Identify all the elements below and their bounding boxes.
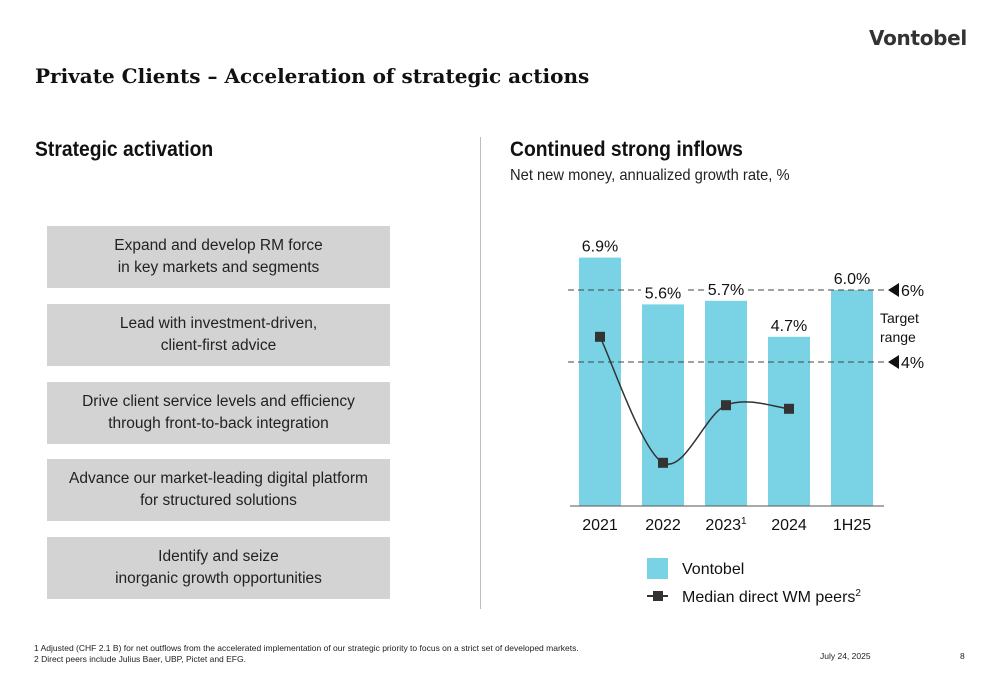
strategic-action-box: Lead with investment-driven, client-firs… — [47, 304, 390, 366]
footer-date: July 24, 2025 — [820, 651, 871, 661]
bar-2024 — [768, 336, 810, 506]
data-label-bg — [767, 315, 811, 334]
left-section-title: Strategic activation — [35, 138, 214, 161]
x-tick-label-2022: 2022 — [645, 517, 681, 534]
chart-subtitle: Net new money, annualized growth rate, % — [510, 167, 790, 184]
data-label-2021: 6.9% — [582, 239, 618, 256]
page-title: Private Clients – Acceleration of strate… — [35, 64, 590, 88]
target-label: 4% — [901, 355, 924, 372]
legend-label-peers: Median direct WM peers2 — [682, 588, 861, 606]
data-label-bg — [641, 283, 685, 302]
superscript: 1 — [741, 516, 747, 527]
footnote-1: 1 Adjusted (CHF 2.1 B) for net outflows … — [34, 643, 579, 653]
x-tick-label-1H25: 1H25 — [833, 517, 871, 534]
strategic-action-box: Advance our market-leading digital platf… — [47, 459, 390, 521]
x-tick-label-2021: 2021 — [582, 517, 618, 534]
data-label-bg — [704, 279, 748, 298]
target-range-label: Target — [880, 310, 919, 326]
right-section-title: Continued strong inflows — [510, 138, 743, 161]
peers-line — [599, 336, 790, 465]
target-arrow-icon — [888, 283, 899, 297]
legend-marker-peers — [653, 591, 663, 601]
peers-point-2022 — [658, 457, 668, 468]
bar-2021 — [579, 257, 621, 506]
section-divider — [480, 137, 481, 609]
bar-2022 — [642, 304, 684, 506]
data-label-2024: 4.7% — [771, 318, 807, 335]
data-label-2023: 5.7% — [708, 282, 744, 299]
page-number: 8 — [960, 651, 965, 661]
peers-point-2021 — [595, 331, 605, 342]
strategic-action-box: Identify and seize inorganic growth oppo… — [47, 537, 390, 599]
footnotes: 1 Adjusted (CHF 2.1 B) for net outflows … — [34, 643, 579, 665]
legend-swatch-vontobel — [647, 558, 668, 579]
strategic-action-box: Expand and develop RM force in key marke… — [47, 226, 390, 288]
x-tick-label-2023: 20231 — [705, 516, 747, 534]
legend-label-vontobel: Vontobel — [682, 561, 744, 578]
strategic-action-box: Drive client service levels and efficien… — [47, 382, 390, 444]
peers-point-2024 — [784, 403, 794, 414]
target-label: 6% — [901, 283, 924, 300]
data-label-2022: 5.6% — [645, 285, 681, 302]
x-tick-label-2024: 2024 — [771, 517, 807, 534]
data-label-bg — [578, 236, 622, 255]
target-range-label: range — [880, 329, 916, 345]
vontobel-logo: Vontobel — [868, 26, 967, 50]
bar-1H25 — [831, 290, 873, 506]
target-arrow-icon — [888, 355, 899, 369]
peers-point-2023 — [721, 400, 731, 411]
data-label-bg — [830, 269, 874, 287]
footnote-2: 2 Direct peers include Julius Baer, UBP,… — [34, 654, 246, 664]
data-label-1H25: 6.0% — [834, 271, 870, 288]
superscript: 2 — [855, 588, 861, 599]
